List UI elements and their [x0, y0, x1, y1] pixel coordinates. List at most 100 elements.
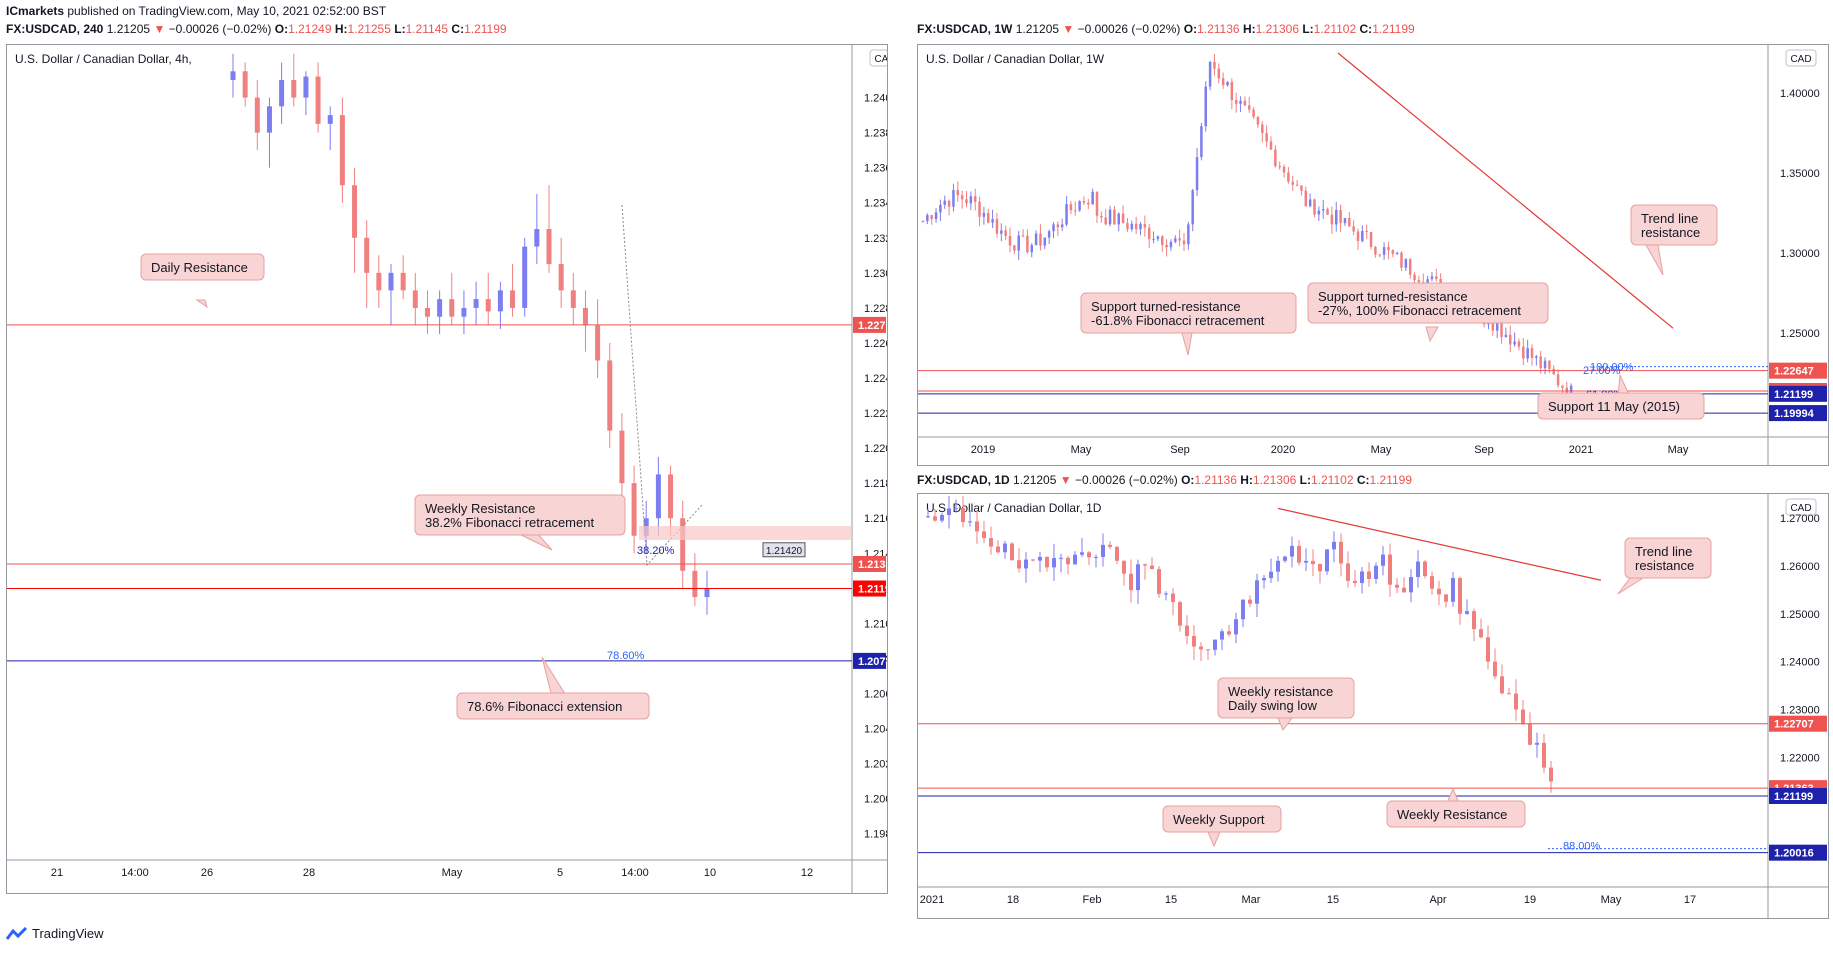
candle-body — [1047, 231, 1051, 238]
fib-label: 100.00% — [1590, 362, 1634, 374]
currency-badge — [869, 49, 887, 67]
candle-body — [1239, 100, 1242, 104]
x-tick-label: 14:00 — [121, 867, 149, 879]
down-arrow-icon: ▼ — [1059, 473, 1072, 487]
y-tick-label: 1.19800 — [864, 829, 887, 841]
candle-body — [1552, 368, 1555, 375]
candle-body — [1404, 259, 1408, 268]
candle-body — [1206, 649, 1210, 651]
candle-body — [1113, 209, 1116, 225]
resistance-zone — [639, 526, 852, 540]
callout-daily-resistance-box — [140, 253, 265, 281]
candle-body — [1204, 86, 1207, 127]
callout-weekly-resistance-box — [414, 494, 626, 536]
price-marker-text: 1.21420 — [766, 546, 803, 557]
y-tick-label: 1.23800 — [864, 128, 887, 140]
x-tick-label: 21 — [51, 867, 63, 879]
x-tick-label: 2019 — [971, 444, 995, 456]
candle-body — [534, 229, 540, 247]
tradingview-logo[interactable]: TradingView — [6, 926, 104, 941]
candle-body — [1030, 245, 1033, 253]
candle-body — [991, 219, 994, 223]
fib-label: 88.00% — [1563, 841, 1601, 853]
candle-body — [1416, 561, 1420, 578]
y-tick-label: 1.20200 — [864, 759, 887, 771]
candle-body — [956, 190, 960, 196]
candle-body — [1220, 631, 1224, 640]
callout-weekly-resistance-box — [1386, 800, 1526, 828]
level-120016-badge — [1769, 844, 1827, 861]
candle-body — [1164, 593, 1168, 595]
candle-body — [1491, 323, 1495, 331]
candle-body — [1374, 246, 1377, 255]
candle-body — [1191, 190, 1194, 225]
candle-body — [1213, 639, 1217, 650]
callout-weekly-resistance-swing-text: Weekly resistance — [1228, 684, 1333, 699]
candle-body — [1150, 565, 1154, 570]
candle-body — [254, 97, 260, 133]
chart-canvas-d1[interactable]: U.S. Dollar / Canadian Dollar, 1D CAD1.27… — [918, 494, 1828, 918]
chart-canvas-w1[interactable]: U.S. Dollar / Canadian Dollar, 1W CAD 1.40… — [918, 45, 1828, 465]
candle-body — [327, 115, 333, 124]
candle-body — [1435, 276, 1438, 280]
candle-body — [1360, 571, 1364, 584]
y-tick-label: 1.40000 — [1780, 88, 1820, 100]
tradingview-logo-text: TradingView — [32, 926, 104, 941]
candle-body — [1542, 742, 1546, 768]
candle-body — [1017, 560, 1021, 569]
trend-line — [1337, 52, 1674, 329]
candle-body — [1104, 217, 1107, 225]
candle-body — [1192, 636, 1196, 647]
current-price-level-badge — [853, 580, 886, 597]
trend-line — [1277, 507, 1602, 581]
candle-body — [1513, 341, 1516, 345]
x-tick-label: May — [442, 867, 463, 879]
candle-body — [1059, 557, 1063, 559]
y-tick-label: 1.23600 — [864, 163, 887, 175]
candle-body — [1200, 126, 1203, 158]
candle-body — [1514, 693, 1518, 710]
chart-pane-d1[interactable]: U.S. Dollar / Canadian Dollar, 1D CAD 1.27… — [917, 493, 1829, 919]
y-tick-label: 1.23200 — [864, 233, 887, 245]
chart-header-symbol: FX:USDCAD, 1W — [917, 22, 1013, 36]
candle-body — [1248, 599, 1252, 604]
ohlc-low: 1.21102 — [1311, 473, 1354, 487]
callout-trend-line-box — [1624, 537, 1712, 579]
candle-body — [1143, 224, 1147, 228]
chart-canvas-h4[interactable]: U.S. Dollar / Canadian Dollar, 4h, CAD 1.2… — [7, 45, 887, 893]
candle-body — [1101, 544, 1105, 557]
candle-body — [1161, 236, 1164, 245]
candle-body — [954, 508, 958, 510]
chart-pane-h4[interactable]: U.S. Dollar / Canadian Dollar, 4h, CAD 1.2… — [6, 44, 888, 894]
candle-body — [1283, 556, 1287, 561]
candle-body — [1402, 587, 1406, 593]
candle-body — [1339, 209, 1342, 224]
ohlc-close: 1.21199 — [1372, 22, 1415, 36]
y-tick-label: 1.23000 — [864, 268, 887, 280]
candle-body — [1521, 709, 1525, 725]
candle-body — [978, 201, 981, 217]
candle-body — [1021, 235, 1025, 237]
ohlc-close: 1.21199 — [464, 22, 507, 36]
candle-body — [965, 199, 968, 204]
callout-support-61-tail — [1181, 332, 1193, 356]
chart-header-change: −0.00026 (−0.02%) — [1074, 473, 1178, 487]
y-tick-label: 1.25000 — [1780, 609, 1820, 621]
candle-body — [1326, 209, 1329, 215]
x-tick-label: May — [1371, 444, 1392, 456]
chart-pane-w1[interactable]: U.S. Dollar / Canadian Dollar, 1W CAD 1.40… — [917, 44, 1829, 466]
candle-body — [668, 474, 674, 519]
fib-label: 78.60% — [607, 650, 645, 662]
x-tick-label: May — [1601, 894, 1622, 906]
x-tick-label: Apr — [1429, 894, 1446, 906]
candle-body — [1526, 348, 1529, 359]
candle-body — [1045, 556, 1049, 568]
currency-label: CAD — [874, 54, 887, 65]
candle-body — [1400, 252, 1403, 268]
candle-body — [339, 115, 345, 186]
candle-body — [1195, 157, 1199, 191]
ohlc-high: 1.21255 — [347, 22, 391, 36]
candle-body — [546, 229, 552, 265]
candle-body — [1130, 223, 1134, 230]
candle-body — [1256, 116, 1260, 125]
